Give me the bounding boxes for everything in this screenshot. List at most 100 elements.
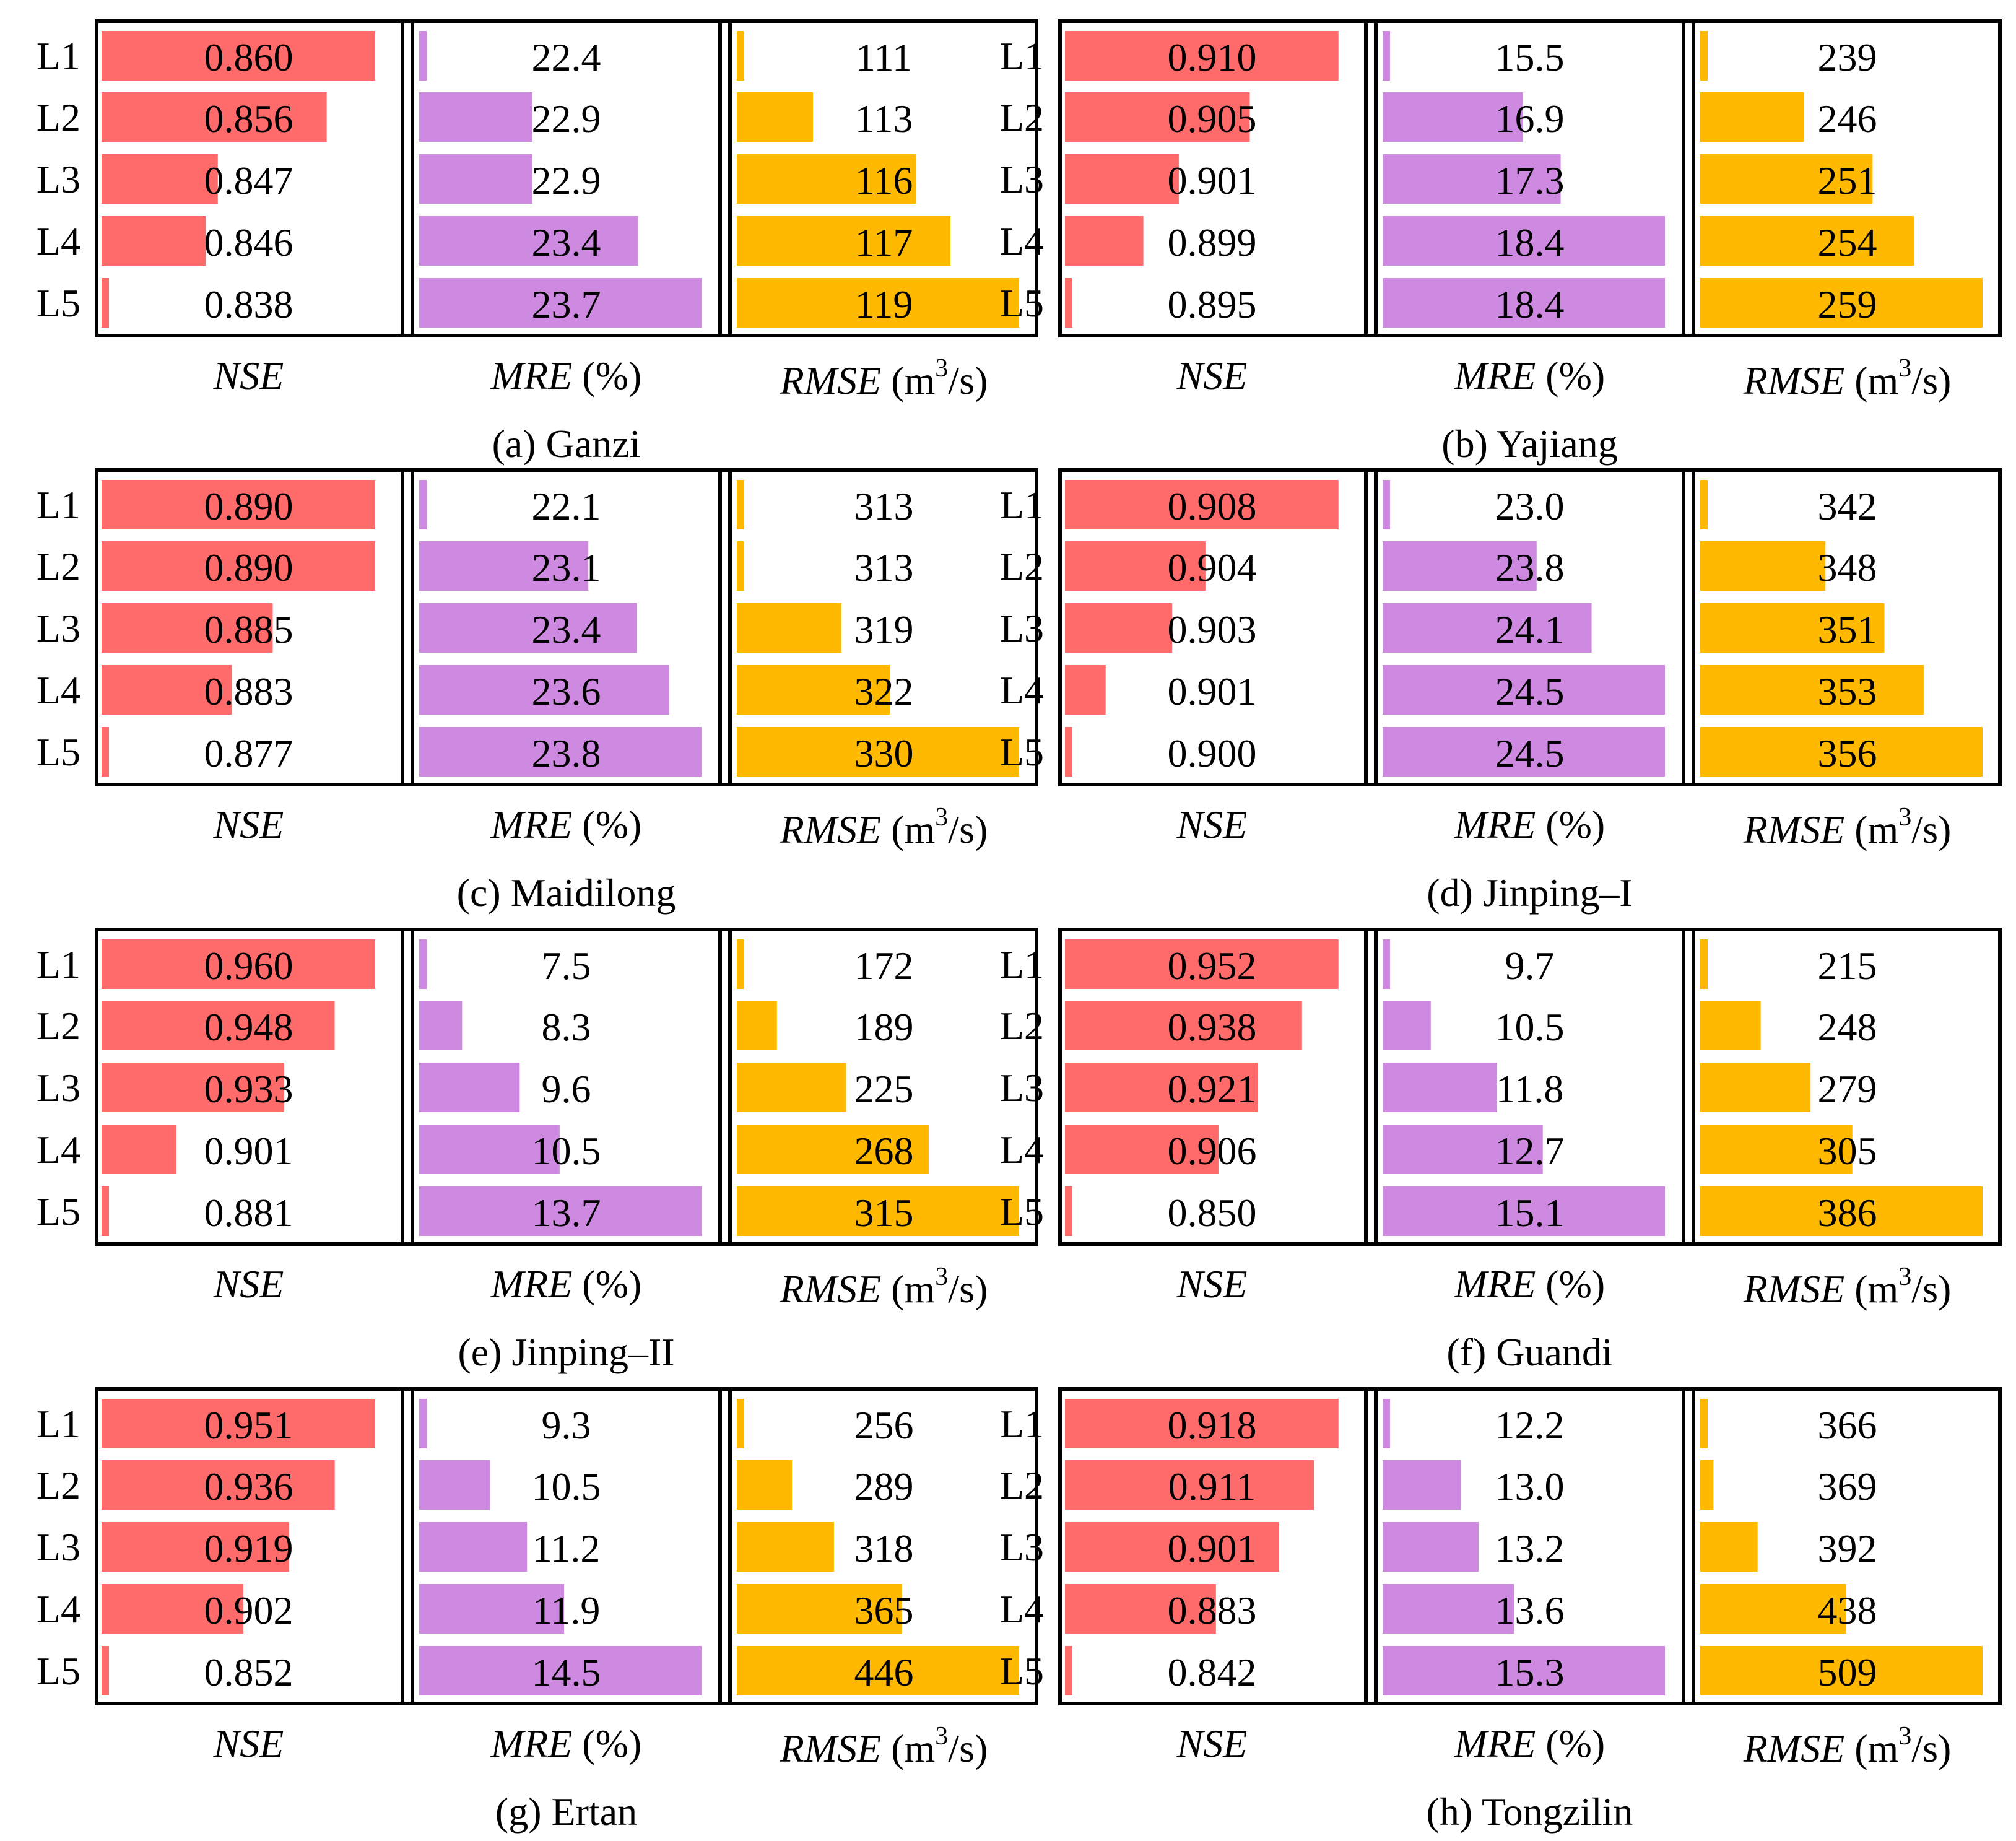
nse-axis-label: NSE: [1176, 1262, 1248, 1306]
nse-value-label: 0.902: [204, 1588, 293, 1632]
rmse-bar: [1700, 31, 1708, 81]
rmse-bar: [1700, 216, 1914, 266]
rmse-bar: [737, 1399, 744, 1448]
mre-value-label: 12.7: [1495, 1129, 1565, 1173]
space: [881, 807, 891, 851]
mre-value-label: 13.6: [1495, 1588, 1565, 1632]
mre-value-label: 9.6: [542, 1067, 591, 1111]
rmse-bar: [737, 1522, 834, 1572]
nse-value-label: 0.906: [1168, 1129, 1257, 1173]
mre-bar: [1383, 92, 1523, 142]
rmse-bar: [737, 154, 916, 204]
mre-unit: (%): [582, 354, 641, 398]
mre-value-label: 24.5: [1495, 669, 1565, 713]
mre-value-label: 10.5: [1495, 1005, 1565, 1049]
mre-name: MRE: [1454, 803, 1536, 847]
rmse-value-label: 279: [1818, 1067, 1877, 1111]
rmse-axis-label: RMSE (m3/s): [1743, 1263, 1952, 1311]
rmse-bar: [737, 1001, 777, 1050]
rmse-value-label: 315: [854, 1191, 914, 1235]
nse-value-label: 0.846: [204, 220, 293, 264]
row-label: L4: [1000, 668, 1044, 712]
rmse-bar: [1700, 939, 1708, 989]
mre-axis-label: MRE (%): [490, 1262, 641, 1306]
mre-bar: [1383, 1522, 1479, 1572]
mre-value-label: 7.5: [542, 944, 591, 988]
mre-value-label: 15.3: [1495, 1650, 1565, 1694]
row-label: L2: [1000, 1463, 1044, 1507]
space: [1844, 1726, 1854, 1770]
row-label: L1: [1000, 483, 1044, 527]
nse-value-label: 0.921: [1168, 1067, 1257, 1111]
mre-bar: [419, 1584, 564, 1634]
rmse-value-label: 239: [1818, 35, 1877, 79]
row-label: L5: [37, 730, 80, 774]
nse-bar: [102, 1125, 176, 1174]
mre-bar: [419, 92, 532, 142]
rmse-unit-superscript: 3: [935, 1722, 948, 1751]
space: [1536, 803, 1545, 847]
mre-axis-label: MRE (%): [1454, 803, 1605, 847]
nse-bar: [102, 154, 218, 204]
rmse-name: RMSE: [780, 1267, 882, 1311]
row-label: L1: [37, 942, 80, 986]
mre-bar: [419, 1063, 520, 1112]
panel-caption: (a) Ganzi: [492, 422, 641, 466]
nse-bar: [1065, 665, 1106, 715]
mre-unit: (%): [582, 803, 641, 847]
rmse-bar: [1700, 1125, 1853, 1174]
nse-bar: [1065, 154, 1179, 204]
mre-value-label: 15.1: [1495, 1191, 1565, 1235]
nse-axis-label: NSE: [213, 1721, 284, 1765]
space: [881, 1726, 891, 1770]
panel-caption: (g) Ertan: [495, 1790, 637, 1834]
mre-value-label: 23.1: [532, 546, 601, 590]
row-label: L5: [37, 1190, 80, 1234]
mre-bar: [419, 1125, 560, 1174]
rmse-bar: [1700, 603, 1885, 653]
panel-caption: (e) Jinping–II: [458, 1330, 674, 1374]
mre-value-label: 13.2: [1495, 1526, 1565, 1570]
mre-value-label: 22.9: [532, 159, 601, 202]
rmse-bar: [1700, 1584, 1846, 1634]
mre-value-label: 16.9: [1495, 97, 1565, 141]
space: [1844, 807, 1854, 851]
nse-value-label: 0.895: [1168, 282, 1257, 326]
rmse-unit-superscript: 3: [935, 1263, 948, 1291]
rmse-bar: [1700, 541, 1826, 591]
rmse-value-label: 289: [854, 1465, 914, 1508]
rmse-value-label: 356: [1818, 731, 1877, 775]
mre-bar: [1383, 939, 1390, 989]
rmse-bar: [1700, 1522, 1758, 1572]
rmse-value-label: 392: [1818, 1526, 1877, 1570]
mre-bar: [1383, 1399, 1390, 1448]
mre-bar: [1383, 480, 1390, 529]
nse-value-label: 0.847: [204, 159, 293, 202]
mre-bar: [419, 1522, 528, 1572]
mre-bar: [1383, 216, 1665, 266]
rmse-value-label: 111: [856, 35, 912, 79]
row-label: L4: [37, 668, 80, 712]
rmse-value-label: 268: [854, 1129, 914, 1173]
mre-name: MRE: [490, 354, 573, 398]
mre-value-label: 23.7: [532, 282, 601, 326]
nse-value-label: 0.911: [1168, 1465, 1256, 1508]
mre-unit: (%): [1545, 1721, 1605, 1765]
row-label: L3: [37, 1066, 80, 1110]
rmse-unit-suffix: /s): [948, 1726, 988, 1770]
mre-unit: (%): [1545, 803, 1605, 847]
mre-value-label: 18.4: [1495, 282, 1565, 326]
panel-e: L1 L2 L3 L4 L5 0.960 0.948 0.933 0.901 0.881 7.5 8.…: [37, 928, 1038, 1374]
rmse-name: RMSE: [1743, 359, 1845, 403]
rmse-value-label: 351: [1818, 607, 1877, 651]
rmse-unit-superscript: 3: [1898, 1722, 1911, 1751]
rmse-axis-label: RMSE (m3/s): [780, 803, 988, 851]
rmse-unit-prefix: (m: [891, 1726, 935, 1770]
row-label: L5: [37, 281, 80, 325]
mre-bar: [1383, 31, 1390, 81]
nse-bar: [102, 1186, 109, 1236]
rmse-bar: [1700, 154, 1873, 204]
nse-value-label: 0.881: [204, 1191, 293, 1235]
mre-value-label: 12.2: [1495, 1403, 1565, 1447]
panel-a: L1 L2 L3 L4 L5 0.860 0.856 0.847 0.846 0.838 22.4 2…: [37, 19, 1038, 466]
